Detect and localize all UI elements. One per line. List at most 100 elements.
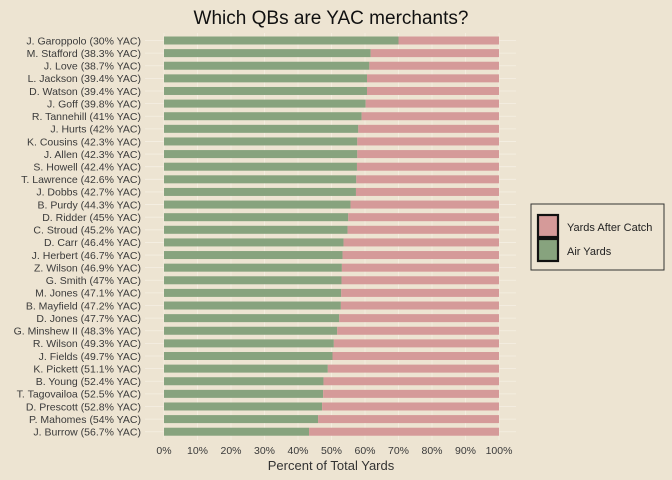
bar-yards-after-catch [350,200,499,209]
y-tick-label: Z. Wilson (46.9% YAC) [34,262,141,274]
bar-air-yards [164,86,368,95]
bar-yards-after-catch [398,36,499,45]
bar-yards-after-catch [356,175,499,184]
y-tick-label: M. Stafford (38.3% YAC) [27,48,141,60]
bar-air-yards [164,124,359,133]
x-axis-title: Percent of Total Yards [268,458,395,473]
y-tick-label: C. Stroud (45.2% YAC) [33,225,141,237]
bars [164,36,499,436]
bar-yards-after-catch [347,225,499,234]
y-tick-label: R. Wilson (49.3% YAC) [33,338,141,350]
y-tick-label: M. Jones (47.1% YAC) [35,288,141,300]
bar-yards-after-catch [322,402,499,411]
y-tick-label: R. Tannehill (41% YAC) [32,111,141,123]
y-tick-label: J. Burrow (56.7% YAC) [33,427,141,439]
bar-yards-after-catch [341,276,499,285]
bar-yards-after-catch [358,124,499,133]
y-tick-label: D. Ridder (45% YAC) [42,212,141,224]
bar-yards-after-catch [370,49,499,58]
bar-air-yards [164,61,370,70]
bar-air-yards [164,99,366,108]
bar-air-yards [164,352,333,360]
y-tick-label: K. Pickett (51.1% YAC) [33,363,141,375]
chart-title: Which QBs are YAC merchants? [194,8,469,29]
bar-air-yards [164,364,328,373]
bar-air-yards [164,200,351,209]
bar-air-yards [164,314,340,323]
y-tick-label: J. Garoppolo (30% YAC) [26,35,141,47]
bar-yards-after-catch [356,162,499,171]
bar-air-yards [164,339,334,348]
y-tick-label: G. Minshew II (48.3% YAC) [14,326,141,338]
x-tick-label: 90% [455,445,476,457]
y-tick-label: J. Allen (42.3% YAC) [44,149,141,161]
bar-air-yards [164,389,324,398]
x-tick-label: 100% [486,445,513,457]
y-tick-label: J. Love (38.7% YAC) [44,61,141,73]
bar-yards-after-catch [333,339,499,348]
legend-label-air: Air Yards [567,246,612,258]
bar-air-yards [164,415,319,424]
y-tick-label: J. Herbert (46.7% YAC) [32,250,141,262]
bar-yards-after-catch [318,415,499,424]
bar-air-yards [164,276,342,285]
x-tick-label: 60% [354,445,375,457]
bar-air-yards [164,377,324,386]
bar-yards-after-catch [327,364,499,373]
y-tick-label: B. Purdy (44.3% YAC) [38,199,142,211]
bar-air-yards [164,225,348,234]
bar-yards-after-catch [367,74,499,83]
bar-air-yards [164,326,338,335]
bar-yards-after-catch [355,187,499,196]
bar-air-yards [164,427,310,436]
bar-air-yards [164,251,343,260]
y-tick-label: P. Mahomes (54% YAC) [29,414,141,426]
legend-label-yac: Yards After Catch [567,222,652,234]
bar-yards-after-catch [357,137,499,146]
bar-air-yards [164,187,356,196]
x-tick-label: 10% [187,445,208,457]
x-tick-label: 0% [156,445,171,457]
bar-air-yards [164,36,399,45]
y-tick-label: B. Young (52.4% YAC) [36,376,141,388]
bar-air-yards [164,175,357,184]
bar-air-yards [164,112,362,121]
bar-air-yards [164,288,342,297]
bar-air-yards [164,162,357,171]
bar-yards-after-catch [348,213,499,222]
y-tick-label: L. Jackson (39.4% YAC) [28,73,141,85]
bar-air-yards [164,263,342,272]
x-tick-label: 50% [321,445,342,457]
bar-air-yards [164,402,323,411]
y-tick-label: J. Hurts (42% YAC) [50,124,141,136]
bar-yards-after-catch [361,112,499,121]
bar-air-yards [164,238,344,247]
x-tick-label: 40% [287,445,308,457]
bar-air-yards [164,137,358,146]
y-tick-label: K. Cousins (42.3% YAC) [27,136,141,148]
legend-swatch-yac [536,213,560,239]
y-tick-label: T. Lawrence (42.6% YAC) [21,174,141,186]
y-tick-label: B. Mayfield (47.2% YAC) [26,300,141,312]
y-tick-label: J. Goff (39.8% YAC) [47,98,141,110]
y-tick-label: S. Howell (42.4% YAC) [33,162,141,174]
y-tick-label: D. Jones (47.7% YAC) [36,313,141,325]
bar-air-yards [164,49,371,58]
y-tick-label: T. Tagovailoa (52.5% YAC) [17,389,141,401]
y-tick-label: J. Fields (49.7% YAC) [39,351,141,363]
bar-yards-after-catch [342,251,499,260]
legend-swatch-air [536,237,560,263]
bar-yards-after-catch [357,150,499,159]
bar-air-yards [164,213,349,222]
bar-yards-after-catch [341,263,499,272]
bar-yards-after-catch [369,61,499,70]
y-tick-label: D. Prescott (52.8% YAC) [26,401,141,413]
bar-yards-after-catch [309,427,499,436]
x-tick-label: 30% [254,445,275,457]
legend: Yards After Catch Air Yards [530,203,665,271]
x-tick-labels: 0% 10% 20% 30% 40% 50% 60% 70% 80% 90% 100% [156,445,512,457]
x-tick-label: 20% [220,445,241,457]
bar-yards-after-catch [343,238,499,247]
x-tick-label: 70% [388,445,409,457]
